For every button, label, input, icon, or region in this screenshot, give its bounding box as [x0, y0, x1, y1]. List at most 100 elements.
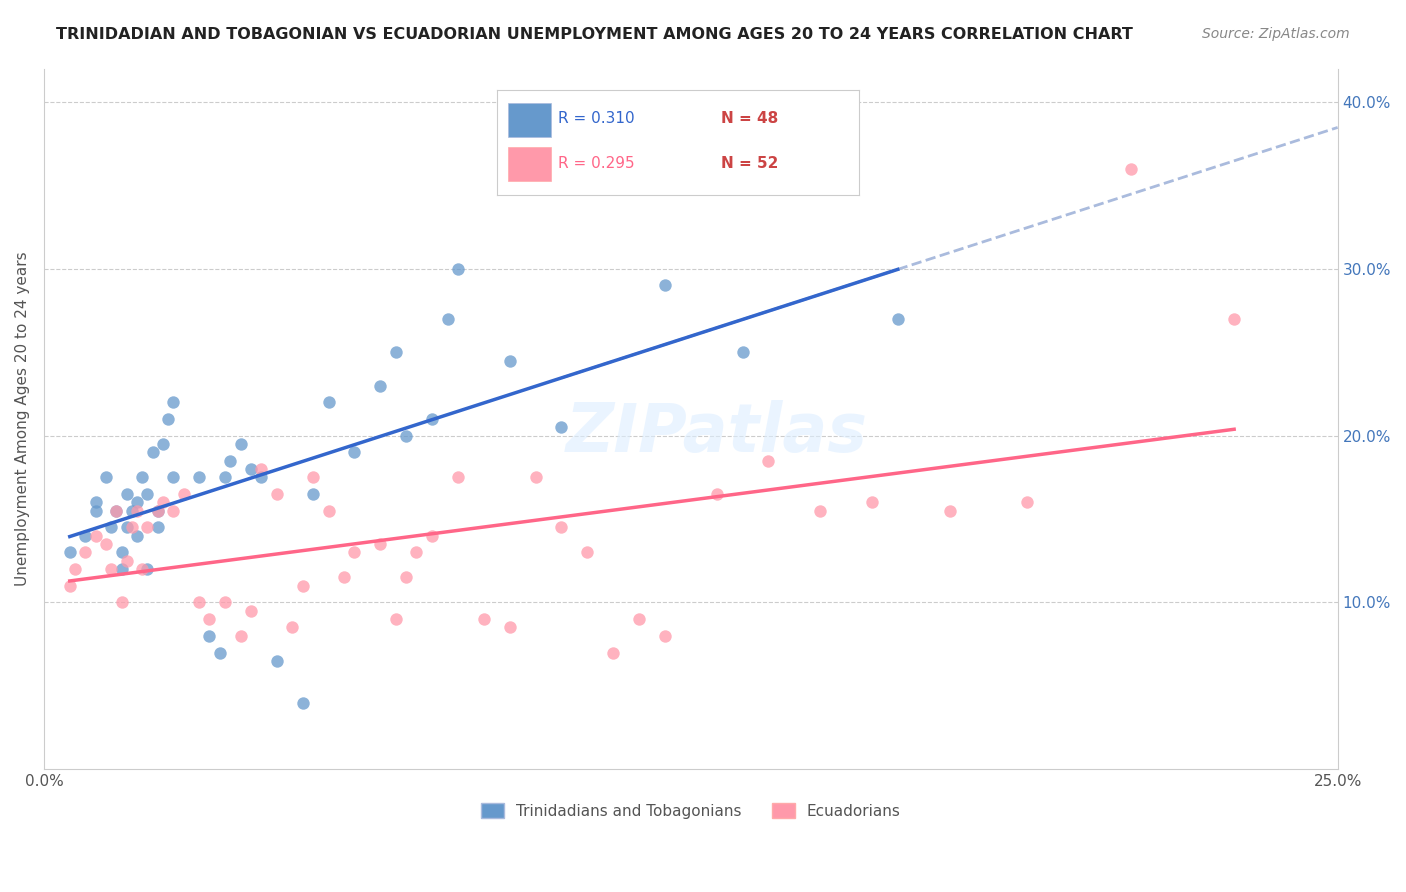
Point — [318, 395, 340, 409]
Point — [654, 629, 676, 643]
Point — [152, 495, 174, 509]
Point — [808, 504, 831, 518]
Point — [266, 487, 288, 501]
Legend: Trinidadians and Tobagonians, Ecuadorians: Trinidadians and Tobagonians, Ecuadorian… — [475, 797, 907, 825]
Point — [266, 654, 288, 668]
Point — [198, 629, 221, 643]
Point — [59, 579, 82, 593]
Point — [110, 562, 132, 576]
Point — [550, 520, 572, 534]
Point — [250, 470, 273, 484]
Point — [75, 529, 97, 543]
Point — [447, 261, 470, 276]
Point — [84, 504, 107, 518]
Point — [436, 311, 458, 326]
Point — [420, 529, 443, 543]
Point — [121, 520, 143, 534]
Point — [731, 345, 754, 359]
Point — [498, 620, 520, 634]
Point — [110, 595, 132, 609]
Point — [343, 445, 366, 459]
Point — [384, 612, 406, 626]
Point — [94, 537, 117, 551]
Point — [125, 504, 148, 518]
Point — [94, 470, 117, 484]
Point — [550, 420, 572, 434]
Point — [654, 278, 676, 293]
Point — [146, 504, 169, 518]
Point — [136, 562, 159, 576]
Point — [420, 412, 443, 426]
Point — [1017, 495, 1039, 509]
Point — [291, 579, 314, 593]
Point — [157, 412, 180, 426]
Point — [627, 612, 650, 626]
Point — [302, 470, 325, 484]
Point — [229, 629, 252, 643]
Point — [131, 470, 153, 484]
Point — [100, 562, 122, 576]
Point — [368, 537, 391, 551]
Point — [173, 487, 195, 501]
Point — [59, 545, 82, 559]
Point — [75, 545, 97, 559]
Point — [105, 504, 128, 518]
Point — [302, 487, 325, 501]
Point — [281, 620, 304, 634]
Text: TRINIDADIAN AND TOBAGONIAN VS ECUADORIAN UNEMPLOYMENT AMONG AGES 20 TO 24 YEARS : TRINIDADIAN AND TOBAGONIAN VS ECUADORIAN… — [56, 27, 1133, 42]
Point — [239, 462, 262, 476]
Point — [395, 570, 418, 584]
Point — [100, 520, 122, 534]
Point — [131, 562, 153, 576]
Point — [162, 470, 184, 484]
Point — [125, 495, 148, 509]
Point — [84, 529, 107, 543]
Text: ZIPatlas: ZIPatlas — [565, 400, 868, 466]
Point — [188, 595, 211, 609]
Point — [250, 462, 273, 476]
Point — [860, 495, 883, 509]
Point — [188, 470, 211, 484]
Point — [142, 445, 165, 459]
Point — [121, 504, 143, 518]
Point — [291, 696, 314, 710]
Point — [84, 495, 107, 509]
Point — [110, 545, 132, 559]
Point — [1119, 161, 1142, 176]
Text: Source: ZipAtlas.com: Source: ZipAtlas.com — [1202, 27, 1350, 41]
Point — [115, 554, 138, 568]
Point — [162, 504, 184, 518]
Point — [198, 612, 221, 626]
Point — [887, 311, 910, 326]
Point — [938, 504, 960, 518]
Point — [229, 437, 252, 451]
Point — [602, 646, 624, 660]
Point — [208, 646, 231, 660]
Point — [343, 545, 366, 559]
Point — [576, 545, 599, 559]
Point — [318, 504, 340, 518]
Point — [384, 345, 406, 359]
Point — [706, 487, 728, 501]
Point — [214, 595, 236, 609]
Point — [105, 504, 128, 518]
Point — [758, 453, 780, 467]
Point — [146, 520, 169, 534]
Point — [152, 437, 174, 451]
Point — [524, 470, 547, 484]
Point — [146, 504, 169, 518]
Point — [136, 487, 159, 501]
Point — [405, 545, 427, 559]
Point — [498, 353, 520, 368]
Point — [447, 470, 470, 484]
Point — [472, 612, 495, 626]
Y-axis label: Unemployment Among Ages 20 to 24 years: Unemployment Among Ages 20 to 24 years — [15, 252, 30, 586]
Point — [1223, 311, 1246, 326]
Point — [115, 487, 138, 501]
Point — [115, 520, 138, 534]
Point — [214, 470, 236, 484]
Point — [125, 529, 148, 543]
Point — [395, 428, 418, 442]
Point — [219, 453, 242, 467]
Point — [333, 570, 356, 584]
